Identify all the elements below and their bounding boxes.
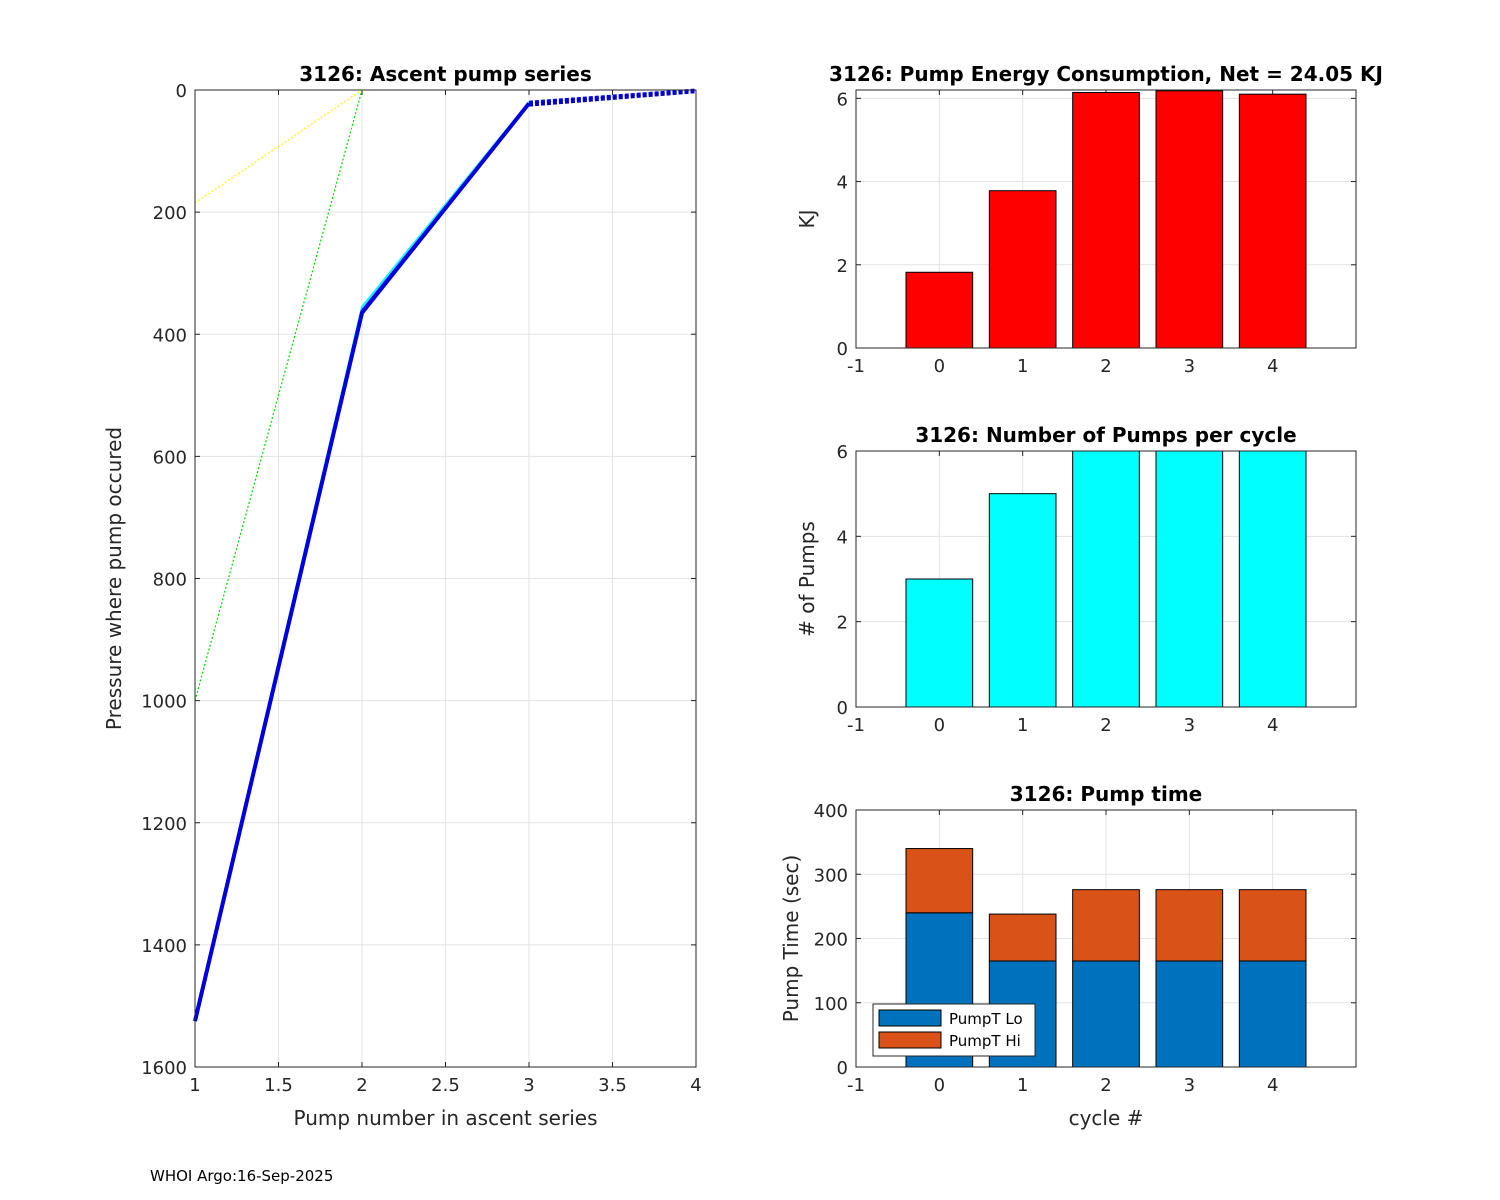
x-tick-label: 1.5	[264, 1075, 293, 1096]
y-tick-label: 0	[837, 698, 848, 719]
y-tick-label: 400	[814, 801, 848, 822]
bar-1	[988, 190, 1057, 349]
chart-title: 3126: Pump time	[1010, 782, 1202, 806]
x-axis-label: Pump number in ascent series	[293, 1106, 597, 1130]
bar-0	[905, 578, 974, 708]
x-tick-label: -1	[847, 356, 865, 377]
x-tick-label: 4	[1267, 1075, 1278, 1096]
y-tick-label: 4	[837, 173, 848, 194]
bar-0-PumpT-Hi	[905, 848, 974, 914]
y-tick-label: 0	[176, 81, 187, 102]
footer-note: WHOI Argo:16-Sep-2025	[150, 1167, 334, 1185]
y-tick-label: 200	[153, 203, 187, 224]
y-axis-label: # of Pumps	[795, 521, 819, 637]
x-tick-label: 2.5	[431, 1075, 460, 1096]
y-tick-label: 0	[837, 339, 848, 360]
y-tick-label: 100	[814, 994, 848, 1015]
series-line-cycle-1	[194, 89, 363, 701]
bar-2	[1072, 91, 1140, 349]
y-tick-label: 1400	[141, 936, 187, 957]
bar-3-PumpT-Lo	[1155, 960, 1224, 1068]
legend-swatch	[878, 1009, 942, 1027]
series-line-cycle-4	[193, 102, 531, 1022]
x-tick-label: 1	[189, 1075, 200, 1096]
x-tick-label: 2	[1100, 715, 1111, 736]
bar-2-PumpT-Hi	[1072, 889, 1140, 962]
x-tick-label: 3	[523, 1075, 534, 1096]
x-tick-label: 2	[1100, 1075, 1111, 1096]
x-tick-label: -1	[847, 715, 865, 736]
bar-4-PumpT-Lo	[1238, 960, 1307, 1068]
y-tick-label: 400	[153, 325, 187, 346]
y-tick-label: 800	[153, 570, 187, 591]
chart-title: 3126: Ascent pump series	[299, 62, 592, 86]
x-tick-label: 0	[934, 1075, 945, 1096]
x-tick-label: 1	[1017, 1075, 1028, 1096]
axes-frame	[855, 89, 1357, 349]
bar-3	[1155, 90, 1224, 349]
chart-title: 3126: Pump Energy Consumption, Net = 24.…	[829, 62, 1383, 86]
chart-0: 1 1.5 2 2.5 3 3.5 4 0 200 400 600 800 1000 1200 1400 16…	[102, 62, 702, 1130]
axes-frame	[194, 89, 697, 1068]
y-axis-label: Pressure where pump occured	[102, 427, 126, 730]
legend-label: PumpT Lo	[949, 1010, 1023, 1028]
x-tick-label: 3	[1184, 1075, 1195, 1096]
legend-label: PumpT Hi	[949, 1032, 1021, 1050]
legend-swatch	[878, 1031, 942, 1049]
y-tick-label: 600	[153, 447, 187, 468]
bar-4	[1238, 450, 1307, 708]
bar-1	[988, 493, 1057, 708]
x-tick-label: 3.5	[598, 1075, 627, 1096]
series-line-cycle-0	[194, 89, 363, 204]
x-tick-label: 1	[1017, 356, 1028, 377]
y-axis-label: KJ	[795, 209, 819, 228]
y-tick-label: 0	[837, 1058, 848, 1079]
series-line-cycle-4-surface	[528, 89, 697, 107]
bar-4-PumpT-Hi	[1238, 889, 1307, 962]
x-tick-label: 0	[934, 356, 945, 377]
x-tick-label: -1	[847, 1075, 865, 1096]
y-tick-label: 6	[837, 442, 848, 463]
x-tick-label: 0	[934, 715, 945, 736]
axes-frame	[855, 450, 1357, 708]
y-tick-label: 6	[837, 89, 848, 110]
x-tick-label: 1	[1017, 715, 1028, 736]
y-tick-label: 1200	[141, 814, 187, 835]
y-axis-label: Pump Time (sec)	[779, 855, 803, 1023]
x-tick-label: 3	[1184, 356, 1195, 377]
x-tick-label: 4	[1267, 356, 1278, 377]
axes-frame	[855, 809, 1357, 1068]
bar-0	[905, 271, 974, 349]
y-tick-label: 300	[814, 865, 848, 886]
y-tick-label: 4	[837, 527, 848, 548]
bar-3	[1155, 450, 1224, 708]
bar-2	[1072, 450, 1140, 708]
y-tick-label: 1600	[141, 1058, 187, 1079]
y-tick-label: 1000	[141, 692, 187, 713]
x-tick-label: 4	[1267, 715, 1278, 736]
bar-3-PumpT-Hi	[1155, 889, 1224, 962]
x-axis-label: cycle #	[1069, 1106, 1144, 1130]
y-tick-label: 2	[837, 613, 848, 634]
x-tick-label: 3	[1184, 715, 1195, 736]
bar-4	[1238, 93, 1307, 349]
bar-2-PumpT-Lo	[1072, 960, 1140, 1068]
x-tick-label: 4	[690, 1075, 701, 1096]
legend: PumpT Lo PumpT Hi	[872, 1003, 1036, 1057]
chart-title: 3126: Number of Pumps per cycle	[915, 423, 1296, 447]
x-tick-label: 2	[356, 1075, 367, 1096]
bar-1-PumpT-Hi	[988, 913, 1057, 962]
x-tick-label: 2	[1100, 356, 1111, 377]
y-tick-label: 200	[814, 930, 848, 951]
y-tick-label: 2	[837, 256, 848, 277]
